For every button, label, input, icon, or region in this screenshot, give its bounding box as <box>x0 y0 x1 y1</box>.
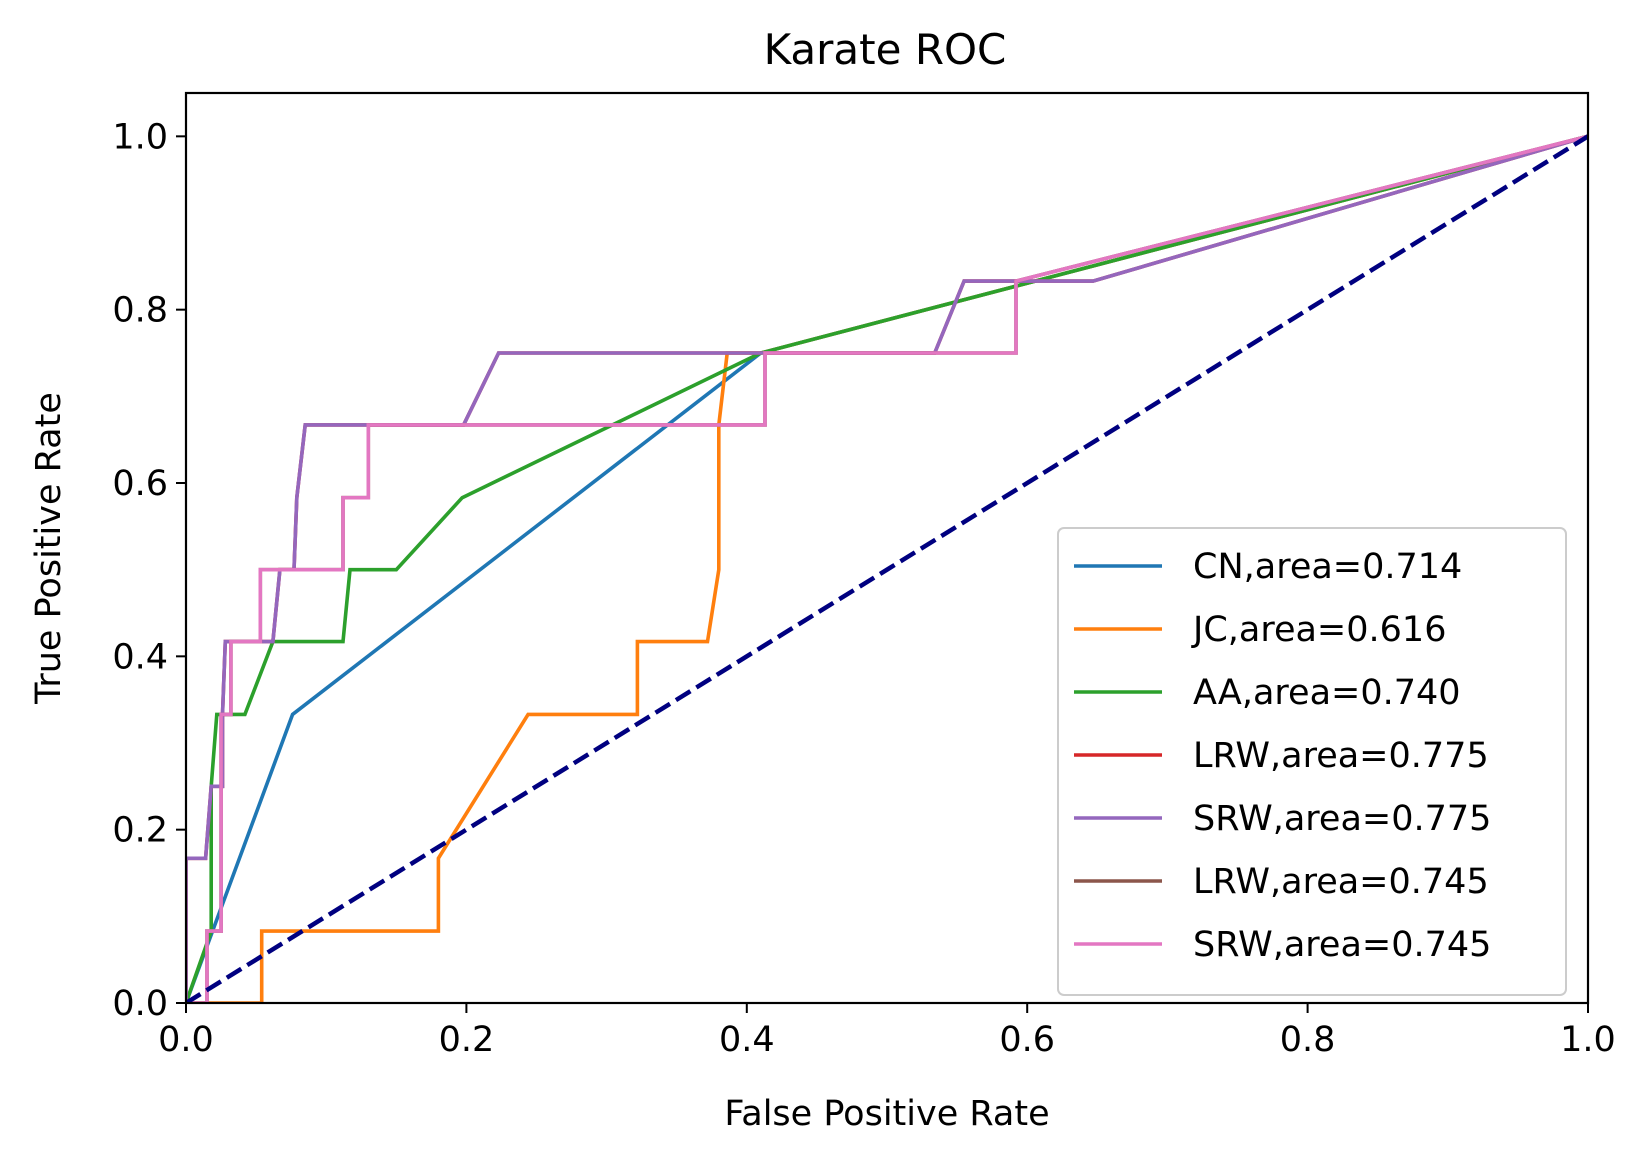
legend-label: LRW,area=0.745 <box>1193 862 1489 902</box>
series-line-7 <box>186 134 1588 1003</box>
legend-label: SRW,area=0.745 <box>1193 925 1491 965</box>
legend-label: LRW,area=0.775 <box>1193 736 1489 776</box>
y-axis: 0.0 0.2 0.4 0.6 0.8 1.0 <box>112 117 186 1024</box>
y-tick-label: 0.6 <box>112 464 168 504</box>
x-tick-label: 1.0 <box>1560 1020 1616 1060</box>
x-tick-label: 0.8 <box>1280 1020 1336 1060</box>
legend-label: JC,area=0.616 <box>1191 610 1446 650</box>
y-tick-label: 0.2 <box>112 811 168 851</box>
series-line-5 <box>186 134 1588 1003</box>
x-axis: 0.0 0.2 0.4 0.6 0.8 1.0 <box>158 1003 1616 1060</box>
y-tick-label: 0.4 <box>112 637 168 677</box>
plot-area <box>186 134 1588 1003</box>
legend-label: CN,area=0.714 <box>1193 547 1462 587</box>
x-axis-title: False Positive Rate <box>724 1094 1049 1134</box>
x-tick-label: 0.2 <box>439 1020 495 1060</box>
legend-label: SRW,area=0.775 <box>1193 799 1491 839</box>
diagonal-reference-line <box>186 134 1588 1003</box>
legend: CN,area=0.714 JC,area=0.616 AA,area=0.740 L… <box>1057 527 1567 996</box>
x-tick-label: 0.6 <box>999 1020 1055 1060</box>
y-axis-title: True Positive Rate <box>29 392 69 705</box>
series-line-3 <box>186 134 1588 1003</box>
x-tick-label: 0.4 <box>719 1020 775 1060</box>
y-tick-label: 0.8 <box>112 291 168 331</box>
y-tick-label: 1.0 <box>112 117 168 157</box>
x-tick-label: 0.0 <box>158 1020 214 1060</box>
chart-title: Karate ROC <box>764 25 1007 74</box>
legend-box <box>1057 527 1567 996</box>
legend-label: AA,area=0.740 <box>1193 673 1461 713</box>
plot-frame <box>184 91 1590 1005</box>
series-line-2 <box>186 134 1588 1003</box>
y-tick-label: 0.0 <box>112 984 168 1024</box>
